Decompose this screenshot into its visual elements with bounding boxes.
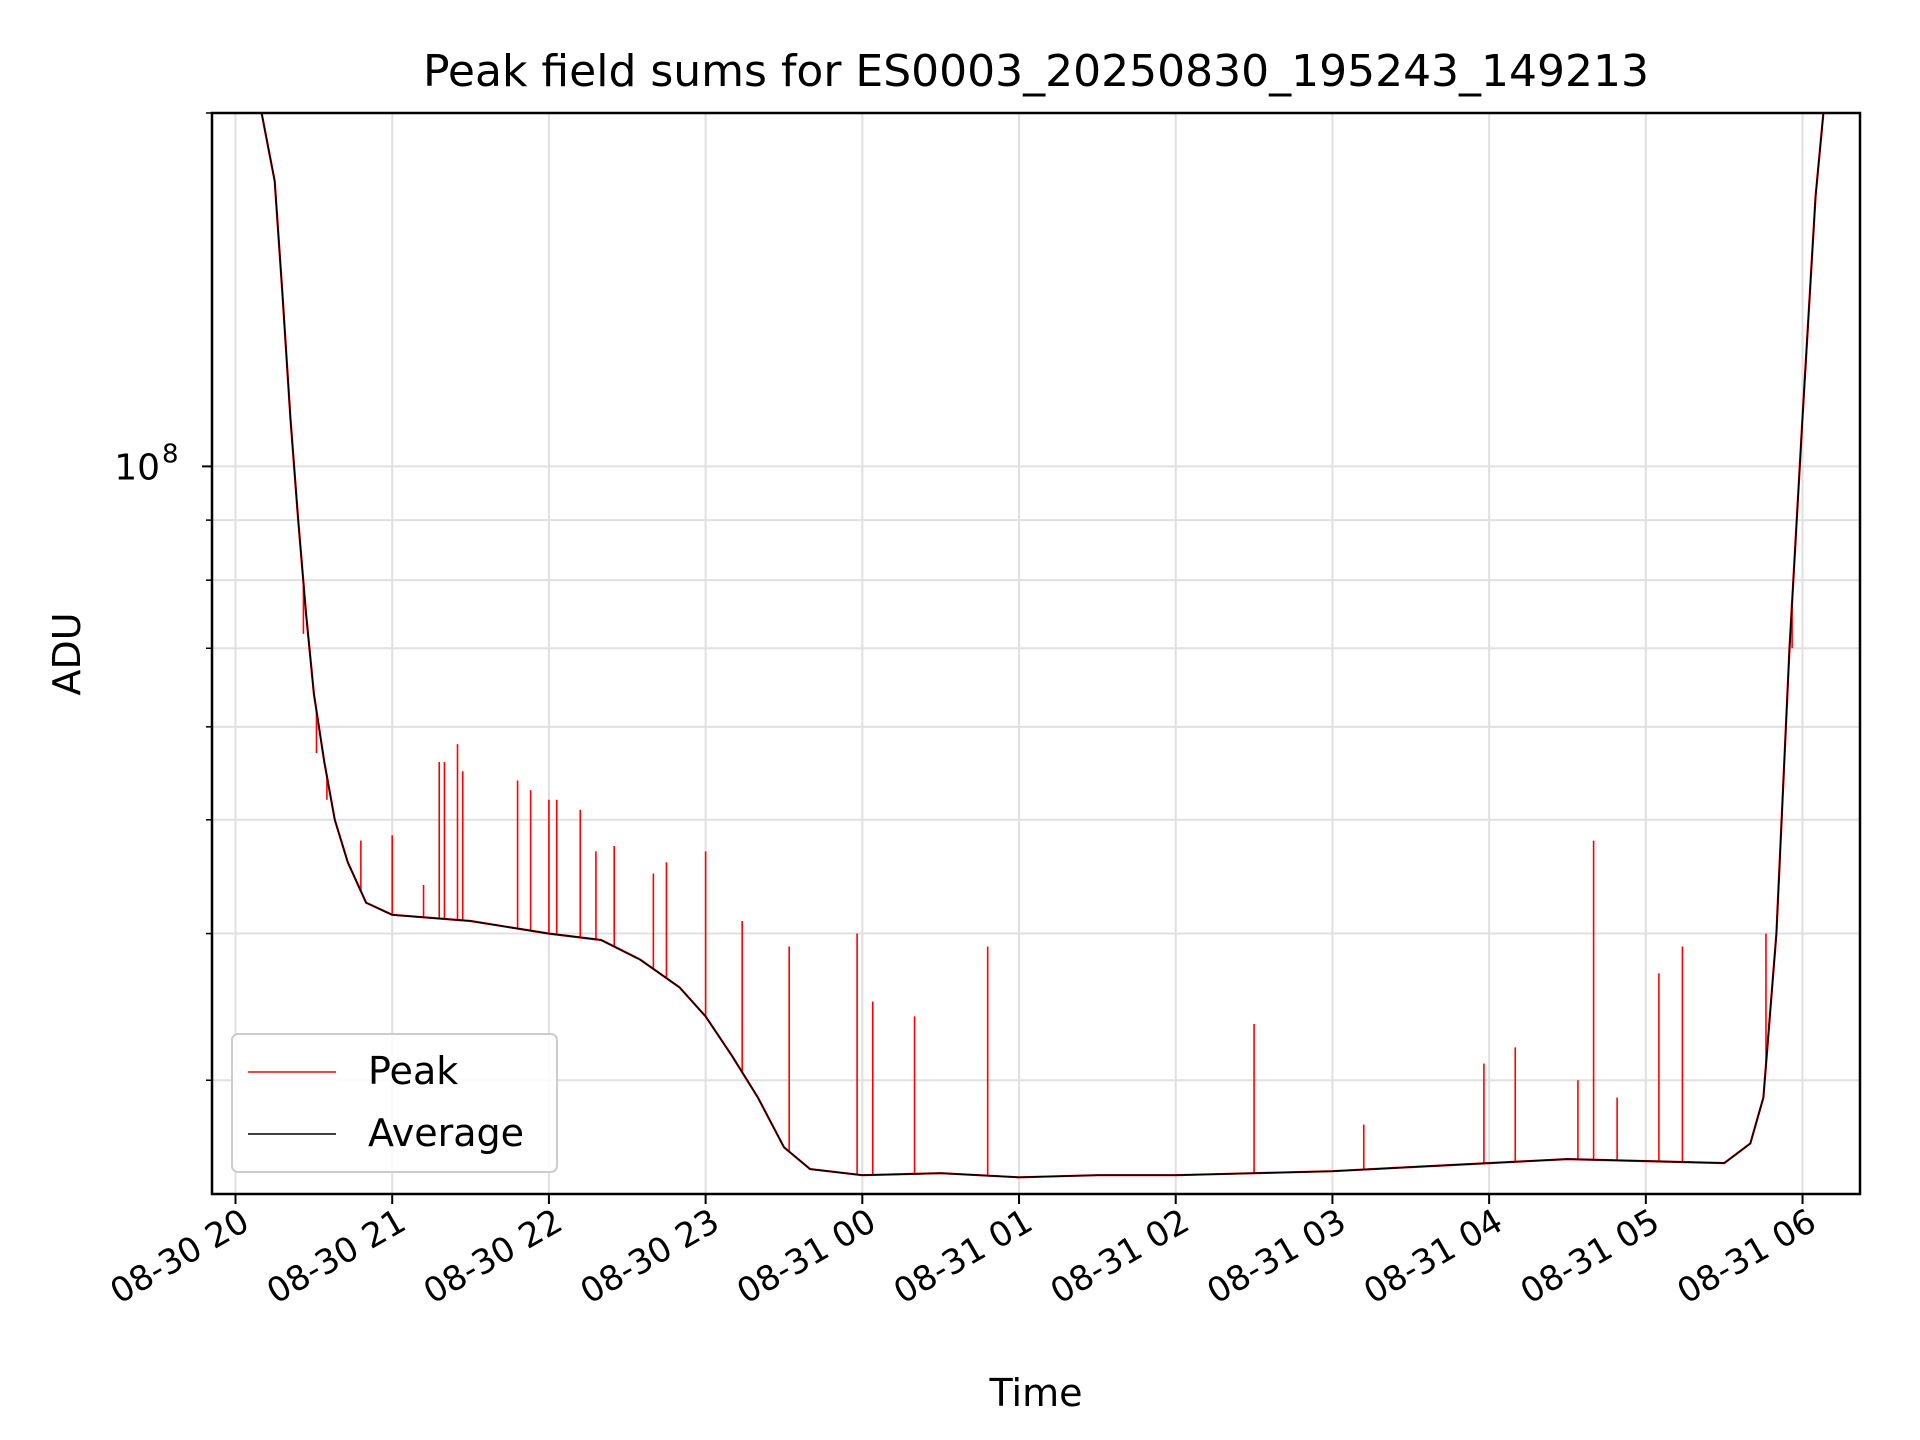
x-tick-label: 08-31 01	[887, 1201, 1039, 1312]
x-tick-label: 08-31 05	[1514, 1201, 1666, 1312]
x-tick-label: 08-30 22	[417, 1201, 569, 1312]
y-tick-exponent: 8	[162, 439, 179, 469]
legend-box	[231, 1033, 558, 1173]
x-tick-label: 08-31 04	[1357, 1201, 1509, 1312]
legend-peak-label: Peak	[368, 1049, 458, 1093]
grid-lines	[212, 112, 1860, 1194]
x-tick-label: 08-30 20	[104, 1201, 256, 1312]
x-tick-label: 08-31 02	[1044, 1201, 1196, 1312]
peak-line	[260, 112, 1825, 1179]
y-tick-label: 10	[114, 447, 160, 488]
legend-average-label: Average	[368, 1111, 524, 1155]
x-tick-label: 08-31 03	[1201, 1201, 1353, 1312]
plot-frame	[210, 111, 1862, 1196]
plot-series	[260, 112, 1825, 1179]
y-axis-label: ADU	[45, 612, 89, 695]
x-axis-label: Time	[989, 1371, 1083, 1415]
chart-title: Peak field sums for ES0003_20250830_1952…	[423, 46, 1649, 97]
x-tick-label: 08-30 23	[574, 1201, 726, 1312]
average-line	[260, 112, 1825, 1179]
legend: Peak Average	[231, 1033, 558, 1173]
x-tick-label: 08-31 06	[1671, 1201, 1823, 1312]
x-tick-label: 08-30 21	[260, 1201, 412, 1312]
x-tick-label: 08-31 00	[730, 1201, 882, 1312]
